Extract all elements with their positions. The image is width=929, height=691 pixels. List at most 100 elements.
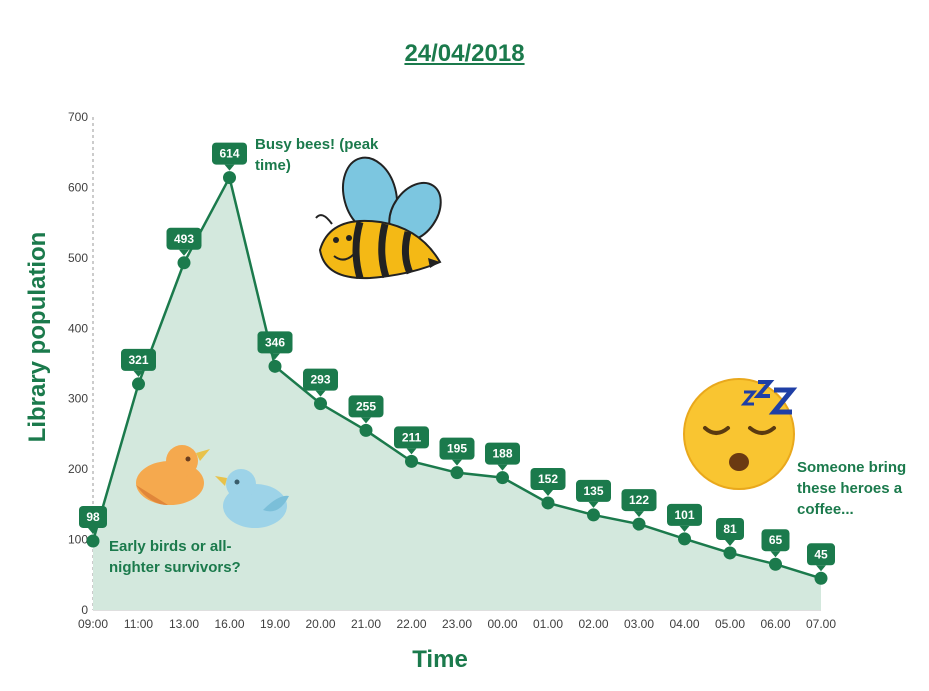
data-label-pointer bbox=[497, 464, 508, 471]
y-tick-label: 500 bbox=[68, 251, 88, 265]
data-point bbox=[632, 517, 646, 531]
y-tick-label: 700 bbox=[68, 110, 88, 124]
data-label-box bbox=[576, 479, 611, 502]
data-label-pointer bbox=[634, 511, 644, 518]
x-tick-label: 11:00 bbox=[124, 617, 153, 631]
data-label-text: 45 bbox=[814, 547, 828, 561]
x-tick-label: 01.00 bbox=[533, 617, 563, 631]
data-label-box bbox=[394, 426, 429, 449]
data-label-pointer bbox=[361, 417, 371, 424]
data-label: 493 bbox=[166, 227, 202, 256]
data-label-box bbox=[485, 442, 520, 465]
data-label: 614 bbox=[212, 142, 247, 171]
data-label-box bbox=[257, 331, 293, 354]
annotation-coffee: Someone bring these heroes a coffee... bbox=[797, 459, 907, 518]
data-label: 122 bbox=[621, 489, 657, 518]
data-point bbox=[814, 571, 828, 585]
data-label: 81 bbox=[716, 517, 744, 546]
data-label-pointer bbox=[770, 551, 781, 558]
data-point bbox=[723, 546, 737, 560]
data-label: 255 bbox=[348, 395, 384, 424]
data-point bbox=[314, 397, 327, 411]
annotation-busy-bees: Busy bees! (peak time) bbox=[255, 136, 379, 174]
data-label-text: 81 bbox=[723, 522, 737, 536]
data-label: 188 bbox=[485, 442, 520, 471]
data-label-text: 614 bbox=[219, 147, 239, 161]
data-label-text: 135 bbox=[583, 484, 603, 498]
data-label: 135 bbox=[576, 479, 611, 508]
data-label-pointer bbox=[88, 527, 98, 534]
data-label-box bbox=[761, 529, 790, 552]
data-label-text: 195 bbox=[447, 442, 467, 456]
data-point bbox=[496, 471, 509, 485]
data-label-pointer bbox=[179, 249, 189, 256]
data-label-pointer bbox=[725, 539, 735, 546]
data-label-box bbox=[348, 395, 384, 418]
data-label-pointer bbox=[588, 501, 599, 508]
data-label-text: 321 bbox=[128, 353, 148, 367]
data-label-box bbox=[166, 227, 202, 250]
data-label-text: 98 bbox=[86, 510, 100, 524]
data-label-pointer bbox=[270, 353, 280, 360]
data-point bbox=[450, 466, 464, 480]
x-tick-label: 16.00 bbox=[214, 617, 244, 631]
data-label: 321 bbox=[121, 348, 156, 377]
data-label-box bbox=[212, 142, 247, 165]
data-point bbox=[86, 534, 100, 548]
data-label-text: 346 bbox=[265, 335, 285, 349]
data-label-box bbox=[716, 517, 744, 540]
data-label-pointer bbox=[543, 489, 553, 496]
data-label: 211 bbox=[394, 426, 429, 455]
x-tick-label: 06.00 bbox=[760, 617, 790, 631]
data-label-text: 493 bbox=[174, 232, 194, 246]
x-tick-label: 04.00 bbox=[669, 617, 699, 631]
data-label: 346 bbox=[257, 331, 293, 360]
data-label-pointer bbox=[452, 459, 462, 466]
x-tick-label: 22.00 bbox=[396, 617, 426, 631]
data-label-text: 188 bbox=[492, 447, 512, 461]
data-point bbox=[541, 496, 555, 510]
data-label-box bbox=[530, 467, 566, 490]
y-tick-label: 200 bbox=[68, 462, 88, 476]
data-label-text: 65 bbox=[769, 533, 783, 547]
y-tick-label: 100 bbox=[68, 533, 88, 547]
x-tick-label: 21.00 bbox=[351, 617, 381, 631]
x-axis-label: Time bbox=[412, 646, 468, 673]
x-tick-label: 20.00 bbox=[305, 617, 335, 631]
y-tick-label: 400 bbox=[68, 321, 88, 335]
data-label-text: 122 bbox=[629, 493, 649, 507]
data-label-box bbox=[439, 437, 475, 460]
bird-icon bbox=[215, 469, 289, 528]
x-tick-label: 00.00 bbox=[487, 617, 517, 631]
y-tick-label: 300 bbox=[68, 392, 88, 406]
data-point bbox=[405, 454, 418, 468]
x-tick-label: 07.00 bbox=[806, 617, 836, 631]
sleeping-face-icon bbox=[683, 378, 798, 490]
data-label-text: 255 bbox=[356, 399, 376, 413]
x-tick-label: 02.00 bbox=[578, 617, 608, 631]
data-label-text: 211 bbox=[402, 430, 422, 444]
x-tick-label: 03.00 bbox=[624, 617, 654, 631]
data-label-text: 293 bbox=[310, 373, 330, 387]
data-label-box bbox=[303, 368, 338, 391]
chart-title: 24/04/2018 bbox=[404, 40, 525, 67]
x-tick-label: 05.00 bbox=[715, 617, 745, 631]
data-label-box bbox=[807, 543, 835, 566]
data-label-pointer bbox=[406, 448, 417, 455]
data-point bbox=[587, 508, 600, 522]
data-label-pointer bbox=[679, 525, 690, 532]
data-label-pointer bbox=[315, 390, 326, 397]
x-tick-label: 23.00 bbox=[442, 617, 472, 631]
data-point bbox=[177, 256, 191, 270]
data-point bbox=[268, 359, 282, 373]
data-label: 152 bbox=[530, 467, 566, 496]
data-point bbox=[678, 532, 691, 546]
bee-icon bbox=[315, 156, 442, 280]
data-label-pointer bbox=[224, 164, 235, 171]
data-label: 293 bbox=[303, 368, 338, 397]
data-label: 195 bbox=[439, 437, 475, 466]
data-label: 98 bbox=[79, 505, 107, 534]
data-label-text: 101 bbox=[674, 508, 694, 522]
data-label-text: 152 bbox=[538, 472, 558, 486]
